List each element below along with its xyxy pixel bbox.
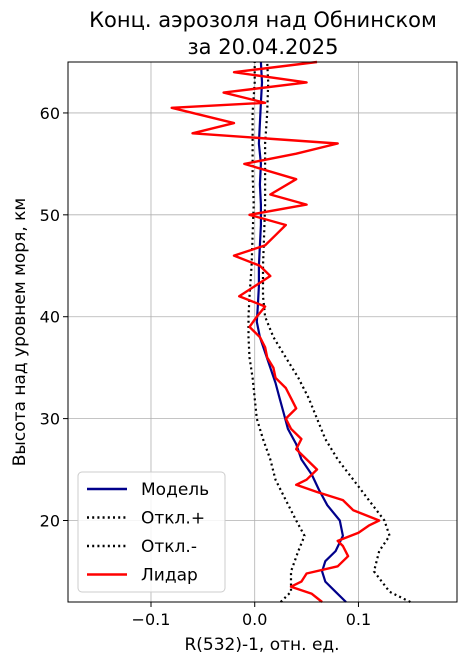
- chart-title-line2: за 20.04.2025: [188, 35, 339, 59]
- series-line-deviation-plus: [261, 61, 411, 603]
- series-line-deviation-minus: [247, 62, 306, 603]
- y-tick-label: 60: [40, 104, 60, 123]
- legend: Модель Откл.+ Откл.- Лидар: [77, 471, 226, 593]
- x-tick-label: 0.1: [346, 610, 371, 629]
- legend-label: Откл.+: [141, 509, 205, 529]
- chart-title-line1: Конц. аэрозоля над Обнинском: [89, 8, 437, 32]
- y-tick-label: 40: [40, 308, 60, 327]
- y-tick-label: 50: [40, 206, 60, 225]
- plot-area-frame: [67, 61, 458, 603]
- axis-ticks: −0.1 0.0 0.1 20 30 40 50 60: [40, 104, 372, 629]
- series-line-lidar: [170, 60, 381, 603]
- legend-label: Откл.-: [141, 537, 197, 557]
- y-tick-label: 20: [40, 511, 60, 530]
- y-tick-label: 30: [40, 410, 60, 429]
- x-tick-label: 0.0: [242, 610, 267, 629]
- x-tick-label: −0.1: [132, 610, 171, 629]
- x-axis-label: R(532)-1, отн. ед.: [184, 635, 339, 655]
- y-axis-label: Высота над уровнем моря, км: [10, 198, 30, 466]
- legend-box: [77, 471, 226, 593]
- legend-label: Лидар: [141, 566, 198, 586]
- legend-label: Модель: [141, 480, 209, 500]
- plot-series: [170, 60, 411, 603]
